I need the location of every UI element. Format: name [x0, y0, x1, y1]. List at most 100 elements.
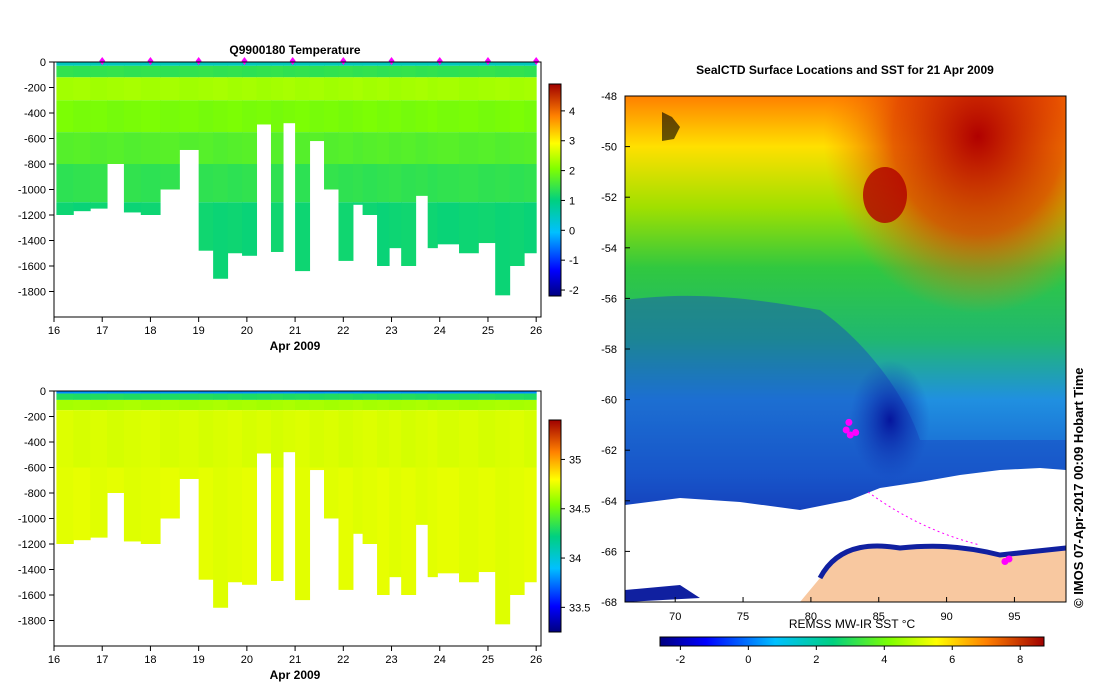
- seal-position-marker: [845, 418, 853, 426]
- temperature-x-ticks: 16 17 18 19 20 21 22 23 24 25 26: [48, 317, 542, 337]
- salinity-cell: [437, 467, 460, 574]
- antarctic-land: [800, 545, 1066, 602]
- profile-marker: [147, 57, 154, 65]
- salinity-cell: [338, 467, 354, 590]
- profile-markers: [99, 57, 540, 65]
- temperature-cell: [478, 100, 496, 133]
- temperature-cell: [213, 202, 229, 279]
- temperature-cell: [401, 62, 417, 66]
- temperature-cell: [140, 132, 161, 164]
- salinity-cell: [478, 467, 496, 573]
- temperature-cell: [478, 77, 496, 101]
- temperature-xtick-label: 20: [241, 325, 253, 337]
- sst-colorbar-tick-label: 8: [1017, 654, 1023, 666]
- temperature-cell: [198, 77, 214, 101]
- salinity-cell: [459, 393, 479, 400]
- salinity-ytick-label: -1000: [18, 514, 46, 526]
- temperature-ytick-label: -1600: [18, 261, 46, 273]
- temperature-cell: [73, 164, 91, 203]
- temperature-xtick-label: 24: [434, 325, 446, 337]
- temperature-cell: [437, 65, 460, 78]
- salinity-ytick-label: -1200: [18, 539, 46, 551]
- salinity-cell: [270, 391, 284, 394]
- salinity-cell: [352, 410, 364, 468]
- map-xtick-label: 95: [1008, 611, 1020, 623]
- salinity-cell: [90, 399, 108, 411]
- temperature-cell: [213, 62, 229, 66]
- salinity-cell: [213, 467, 229, 608]
- temperature-cell: [73, 77, 91, 101]
- salinity-cell: [227, 399, 243, 411]
- salinity-cell: [198, 399, 214, 411]
- temperature-cell: [324, 100, 339, 133]
- salinity-cell: [90, 467, 108, 538]
- temperature-xtick-label: 16: [48, 325, 60, 337]
- salinity-cell: [338, 410, 354, 468]
- salinity-cell: [242, 393, 258, 400]
- temperature-cell: [160, 62, 180, 66]
- salinity-cell: [227, 391, 243, 394]
- temperature-cell: [256, 77, 272, 101]
- map-xtick-label: 80: [805, 611, 817, 623]
- temperature-cell: [524, 65, 537, 78]
- salinity-xtick-label: 23: [385, 654, 397, 666]
- temperature-cell: [338, 202, 354, 261]
- temperature-cell: [227, 132, 243, 164]
- temperature-ytick-label: 0: [40, 57, 46, 69]
- temperature-cell: [56, 164, 74, 203]
- salinity-cell: [324, 399, 339, 411]
- temperature-ytick-label: -1000: [18, 185, 46, 197]
- temperature-cell: [427, 164, 438, 203]
- salinity-colorbar-tick-label: 33.5: [569, 602, 590, 614]
- profile-marker: [388, 57, 395, 65]
- salinity-cell: [524, 393, 537, 400]
- map-ytick-label: -56: [601, 293, 617, 305]
- profile-marker: [195, 57, 202, 65]
- temperature-cell: [459, 164, 479, 203]
- temperature-cell: [377, 100, 390, 133]
- temperature-cell: [495, 62, 511, 66]
- temperature-cell: [478, 202, 496, 244]
- map-ytick-label: -52: [601, 192, 617, 204]
- salinity-cell: [509, 393, 525, 400]
- temperature-cell: [179, 65, 200, 78]
- temperature-panel: Q9900180 Temperature 16 17 18 19 20 21 22 23 24 2…: [18, 43, 579, 353]
- temperature-cell: [427, 132, 438, 164]
- salinity-xlabel: Apr 2009: [270, 668, 321, 682]
- temperature-cell: [73, 132, 91, 164]
- profile-marker: [241, 57, 248, 65]
- temperature-cell: [352, 164, 364, 203]
- salinity-cell: [242, 391, 258, 394]
- salinity-cell: [377, 410, 390, 468]
- temperature-cell: [213, 77, 229, 101]
- salinity-cell: [495, 393, 511, 400]
- salinity-cell: [140, 391, 161, 394]
- salinity-cell: [283, 410, 296, 453]
- salinity-cell: [377, 391, 390, 394]
- salinity-colorbar-tick-label: 34.5: [569, 504, 590, 516]
- map-ytick-label: -68: [601, 597, 617, 609]
- salinity-xtick-label: 18: [144, 654, 156, 666]
- temperature-cell: [107, 62, 125, 66]
- temperature-colorbar-tick-label: 3: [569, 136, 575, 148]
- map-y-ticks: -48 -50 -52 -54 -56 -58 -60 -62 -64 -66 -68: [601, 91, 630, 609]
- profile-marker: [484, 57, 491, 65]
- temperature-cell: [415, 65, 429, 78]
- salinity-colorbar-tick-label: 34: [569, 553, 581, 565]
- salinity-cell: [338, 391, 354, 394]
- salinity-cell: [73, 467, 91, 541]
- salinity-cell: [270, 393, 284, 400]
- temperature-cell: [73, 65, 91, 78]
- temperature-ytick-label: -800: [24, 159, 46, 171]
- map-ytick-label: -62: [601, 445, 617, 457]
- temperature-cell: [295, 62, 311, 66]
- temperature-cell: [73, 62, 91, 66]
- salinity-cell: [324, 410, 339, 468]
- temperature-cell: [227, 100, 243, 133]
- temperature-cell: [362, 132, 378, 164]
- temperature-cell: [256, 62, 272, 66]
- temperature-y-ticks: 0 -200 -400 -600 -800 -1000 -1200 -1400 -1600 -18…: [18, 57, 54, 299]
- temperature-cell: [140, 202, 161, 215]
- temperature-cell: [295, 65, 311, 78]
- map-ytick-label: -54: [601, 243, 617, 255]
